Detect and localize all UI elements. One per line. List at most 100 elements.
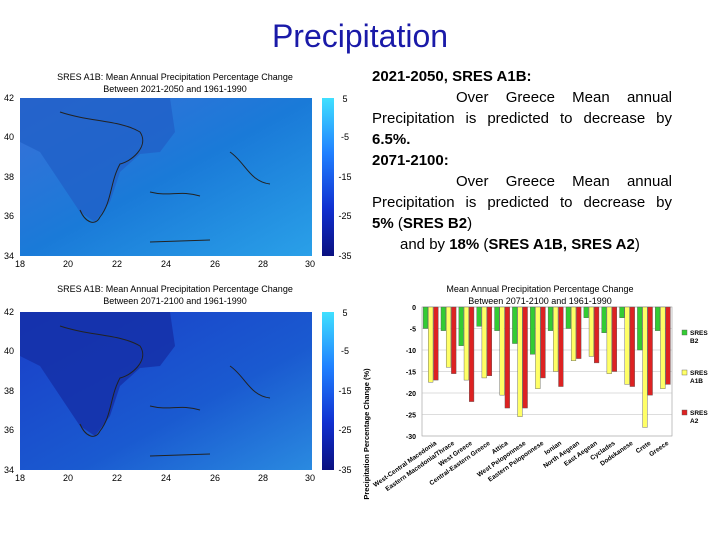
bar <box>451 306 457 374</box>
bar <box>660 306 666 389</box>
y-tick-label: -20 <box>406 391 416 398</box>
bar-chart: Precipitation Percentage Change (%) 0 -5 -… <box>362 305 708 500</box>
map1-lat-ticks: 42 40 38 36 34 <box>4 93 14 261</box>
map2-colorbar <box>322 312 334 470</box>
bar <box>476 306 482 327</box>
p2-scen-open: ( <box>393 215 403 232</box>
p1-body-line1: Over Greece Mean annual <box>456 89 672 106</box>
bar <box>517 306 523 417</box>
map1-colorbar-ticks: 5 -5 -15 -25 -35 <box>338 94 351 261</box>
map2-landmass <box>20 312 175 436</box>
map1-lat-tick: 38 <box>4 172 14 182</box>
bar <box>558 306 564 387</box>
bar <box>624 306 630 385</box>
bar <box>530 306 536 355</box>
map1-colorbar <box>322 98 334 256</box>
map1-lat-tick: 40 <box>4 132 14 142</box>
legend-label: SRES <box>690 370 708 377</box>
bar <box>594 306 600 364</box>
bar <box>588 306 594 357</box>
p1-heading: 2021-2050, SRES A1B: <box>372 68 532 85</box>
map1-colorbar-tick: 5 <box>342 94 347 104</box>
p3-scen-close: ) <box>634 236 640 253</box>
bar <box>494 306 500 331</box>
map1-landmass <box>20 98 175 222</box>
bar <box>611 306 618 372</box>
map2-colorbar-tick: -15 <box>338 386 351 396</box>
map2-lon-tick: 24 <box>161 473 171 483</box>
p3-value: 18% <box>449 236 480 253</box>
map1-lat-tick: 36 <box>4 211 14 221</box>
p3-and: and by <box>400 236 450 253</box>
map2-coastline <box>59 325 271 457</box>
y-axis-label: Precipitation Percentage Change (%) <box>362 368 371 500</box>
map2: 42 40 38 36 34 18 20 22 24 26 28 30 5 -5… <box>4 307 352 483</box>
map2-caption-line1: SRES A1B: Mean Annual Precipitation Perc… <box>57 284 293 294</box>
map2-lon-tick: 28 <box>258 473 268 483</box>
bar <box>565 306 571 329</box>
p2-body-line2: Precipitation is predicted to decrease b… <box>372 194 672 211</box>
legend-swatch <box>681 409 688 416</box>
summary-text: 2021-2050, SRES A1B: Over Greece Mean an… <box>372 66 672 255</box>
legend-label: SRES <box>690 330 708 337</box>
map1-lon-ticks: 18 20 22 24 26 28 30 <box>15 259 315 269</box>
map2-lon-tick: 22 <box>112 473 122 483</box>
map2-colorbar-ticks: 5 -5 -15 -25 -35 <box>338 308 351 475</box>
bar <box>481 306 487 379</box>
legend-swatch <box>681 369 688 376</box>
bar <box>637 306 643 351</box>
map2-caption-line2: Between 2071-2100 and 1961-1990 <box>103 296 247 306</box>
map1-lon-tick: 18 <box>15 259 25 269</box>
y-tick-label: -10 <box>406 348 416 355</box>
bar <box>445 306 452 368</box>
bar <box>535 306 541 389</box>
map1-lon-tick: 20 <box>63 259 73 269</box>
map2-lon-tick: 20 <box>63 473 73 483</box>
legend-label: SRES <box>690 410 708 417</box>
y-tick-label: 0 <box>412 305 416 312</box>
map1-colorbar-tick: -25 <box>338 211 351 221</box>
map1-coastline <box>59 111 271 243</box>
bar <box>440 306 446 331</box>
map2-lon-tick: 26 <box>210 473 220 483</box>
bar <box>458 306 464 346</box>
map1-caption: SRES A1B: Mean Annual Precipitation Perc… <box>30 71 320 95</box>
map2-lat-tick: 40 <box>4 346 14 356</box>
map1-lon-tick: 28 <box>258 259 268 269</box>
map1-colorbar-tick: -35 <box>338 251 351 261</box>
y-tick-label: -25 <box>406 413 416 420</box>
map1: 42 40 38 36 34 18 20 22 24 26 28 30 5 -5… <box>4 93 352 269</box>
map1-lat-tick: 42 <box>4 93 14 103</box>
bar-chart-title-line2: Between 2071-2100 and 1961-1990 <box>468 296 612 306</box>
bar <box>422 306 429 329</box>
p3-scen-open: ( <box>479 236 489 253</box>
p2-body-line1: Over Greece Mean annual <box>456 173 672 190</box>
p2-scenario: SRES B2 <box>402 215 468 232</box>
y-tick-label: -5 <box>410 327 416 334</box>
bar <box>547 306 554 331</box>
map2-lat-tick: 42 <box>4 307 14 317</box>
bar <box>629 306 635 387</box>
bar <box>570 306 577 361</box>
bar <box>463 306 469 381</box>
map2-lat-ticks: 42 40 38 36 34 <box>4 307 14 475</box>
map1-caption-line1: SRES A1B: Mean Annual Precipitation Perc… <box>57 72 293 82</box>
bar <box>540 306 546 379</box>
map1-caption-line2: Between 2021-2050 and 1961-1990 <box>103 84 247 94</box>
map2-lon-ticks: 18 20 22 24 26 28 30 <box>15 473 315 483</box>
bar <box>576 306 582 359</box>
p2-heading: 2071-2100: <box>372 152 449 169</box>
map2-colorbar-tick: 5 <box>342 308 347 318</box>
bar <box>655 306 661 331</box>
category-label: Greece <box>648 440 670 459</box>
axes: 0 -5 -10 -15 -20 -25 -30 <box>406 305 416 441</box>
map2-colorbar-tick: -25 <box>338 425 351 435</box>
map1-lon-tick: 26 <box>210 259 220 269</box>
map1-colorbar-tick: -5 <box>341 132 349 142</box>
bar-chart-title-line1: Mean Annual Precipitation Percentage Cha… <box>446 284 634 294</box>
map2-lat-tick: 36 <box>4 425 14 435</box>
bar <box>469 306 475 402</box>
bar <box>499 306 505 396</box>
legend-label: A2 <box>690 418 699 425</box>
